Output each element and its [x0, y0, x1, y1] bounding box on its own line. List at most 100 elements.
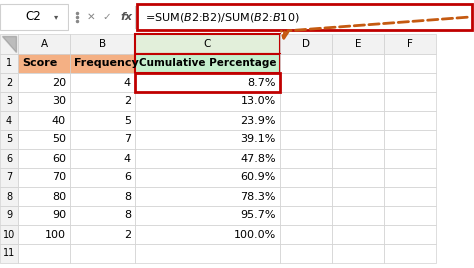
Bar: [70, 225, 135, 244]
Bar: [332, 187, 384, 206]
Polygon shape: [2, 36, 16, 52]
Text: D: D: [302, 39, 310, 49]
Bar: [18, 187, 70, 206]
Text: 50: 50: [52, 135, 66, 144]
Bar: [332, 206, 384, 225]
Text: B: B: [99, 39, 106, 49]
Bar: [135, 54, 280, 73]
Bar: [85, 4, 145, 30]
Bar: [18, 149, 70, 168]
Text: 40: 40: [52, 116, 66, 125]
Bar: [280, 130, 332, 149]
Text: 4: 4: [6, 116, 12, 125]
Text: 7: 7: [124, 135, 131, 144]
Text: =SUM($B$2:B2)/SUM($B$2:$B$10): =SUM($B$2:B2)/SUM($B$2:$B$10): [145, 10, 300, 24]
Bar: [70, 187, 135, 206]
Text: 8.7%: 8.7%: [247, 77, 276, 87]
Bar: [0, 92, 18, 111]
Bar: [18, 206, 70, 225]
Text: ✕: ✕: [87, 12, 95, 22]
Bar: [135, 187, 280, 206]
Bar: [135, 73, 280, 92]
Text: 5: 5: [124, 116, 131, 125]
Text: 70: 70: [52, 173, 66, 183]
Bar: [18, 92, 70, 111]
Text: 2: 2: [124, 96, 131, 106]
Bar: [384, 34, 436, 54]
Bar: [332, 111, 384, 130]
Text: ▾: ▾: [54, 13, 58, 21]
Text: Cumulative Percentage: Cumulative Percentage: [139, 58, 276, 69]
Bar: [70, 34, 135, 54]
Text: E: E: [355, 39, 361, 49]
Bar: [384, 73, 436, 92]
Bar: [135, 111, 280, 130]
Bar: [135, 149, 280, 168]
Bar: [280, 34, 332, 54]
Bar: [280, 206, 332, 225]
Text: Score: Score: [22, 58, 57, 69]
Text: 100: 100: [45, 229, 66, 240]
Bar: [70, 149, 135, 168]
Bar: [18, 73, 70, 92]
Bar: [0, 130, 18, 149]
Bar: [18, 34, 70, 54]
Bar: [70, 111, 135, 130]
Bar: [332, 130, 384, 149]
Bar: [332, 225, 384, 244]
Bar: [280, 244, 332, 263]
Bar: [280, 111, 332, 130]
Bar: [70, 130, 135, 149]
Text: ✓: ✓: [103, 12, 111, 22]
Bar: [137, 4, 472, 30]
Bar: [332, 149, 384, 168]
Bar: [280, 149, 332, 168]
Bar: [384, 111, 436, 130]
Text: 2: 2: [124, 229, 131, 240]
Bar: [384, 225, 436, 244]
Text: 47.8%: 47.8%: [240, 154, 276, 163]
Text: 10: 10: [3, 229, 15, 240]
Bar: [70, 168, 135, 187]
Text: 80: 80: [52, 192, 66, 202]
Bar: [70, 73, 135, 92]
Bar: [384, 130, 436, 149]
Bar: [70, 244, 135, 263]
Bar: [18, 168, 70, 187]
Bar: [0, 54, 18, 73]
Bar: [384, 54, 436, 73]
Bar: [0, 244, 18, 263]
Text: 95.7%: 95.7%: [240, 210, 276, 221]
Bar: [332, 92, 384, 111]
Bar: [135, 34, 280, 54]
Text: 30: 30: [52, 96, 66, 106]
Bar: [332, 244, 384, 263]
Text: A: A: [40, 39, 47, 49]
Text: 100.0%: 100.0%: [234, 229, 276, 240]
Text: 90: 90: [52, 210, 66, 221]
Bar: [135, 244, 280, 263]
Text: 39.1%: 39.1%: [241, 135, 276, 144]
Text: 7: 7: [6, 173, 12, 183]
Text: 3: 3: [6, 96, 12, 106]
Text: F: F: [407, 39, 413, 49]
Bar: [384, 244, 436, 263]
Bar: [70, 54, 135, 73]
Text: 9: 9: [6, 210, 12, 221]
Bar: [0, 73, 18, 92]
Bar: [135, 225, 280, 244]
Bar: [70, 92, 135, 111]
Bar: [384, 206, 436, 225]
Text: 2: 2: [6, 77, 12, 87]
Text: 23.9%: 23.9%: [240, 116, 276, 125]
Text: C2: C2: [26, 10, 42, 24]
Bar: [280, 187, 332, 206]
Text: 8: 8: [124, 210, 131, 221]
Text: 4: 4: [124, 154, 131, 163]
Bar: [69, 4, 85, 30]
Bar: [18, 225, 70, 244]
Bar: [18, 111, 70, 130]
Text: 6: 6: [6, 154, 12, 163]
Bar: [332, 34, 384, 54]
Bar: [332, 168, 384, 187]
